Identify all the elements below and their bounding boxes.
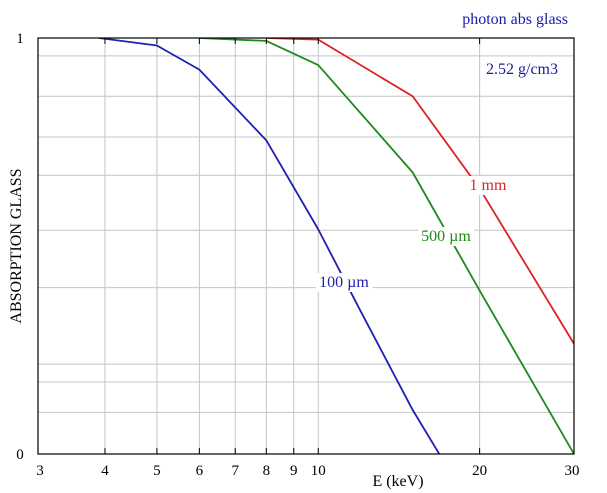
series-label-1mm: 1 mm (470, 177, 507, 194)
x-tick-label: 6 (196, 463, 204, 479)
x-tick-label: 7 (231, 463, 239, 479)
x-axis-label: E (keV) (372, 473, 423, 490)
y-axis-label: ABSORPTION GLASS (8, 168, 25, 323)
density-annotation: 2.52 g/cm3 (486, 61, 558, 78)
y-tick-label: 0 (16, 447, 24, 463)
series-label-100um: 100 µm (319, 274, 369, 291)
x-tick-label: 20 (472, 463, 487, 479)
label-background (316, 273, 373, 292)
series-label-500um: 500 µm (421, 228, 471, 245)
grid (38, 38, 574, 454)
x-tick-label: 3 (36, 463, 44, 479)
plot-background (38, 38, 574, 454)
series-line (266, 38, 574, 345)
chart-title: photon abs glass (462, 11, 568, 28)
x-tick-label: 8 (263, 463, 271, 479)
y-tick-label: 1 (16, 31, 24, 47)
x-tick-label: 30 (565, 463, 580, 479)
series-group (98, 38, 574, 454)
tick-marks (37, 38, 575, 454)
label-background (418, 227, 475, 246)
x-tick-label: 5 (153, 463, 161, 479)
x-tick-label: 10 (311, 463, 326, 479)
x-tick-label: 9 (290, 463, 298, 479)
plot-frame (37, 37, 575, 455)
x-tick-labels: 3 4 5 6 7 8 9 10 20 30 (36, 463, 579, 479)
x-tick-label: 4 (101, 463, 109, 479)
label-background (466, 176, 510, 195)
series-line (98, 38, 441, 454)
series-line (199, 38, 574, 454)
